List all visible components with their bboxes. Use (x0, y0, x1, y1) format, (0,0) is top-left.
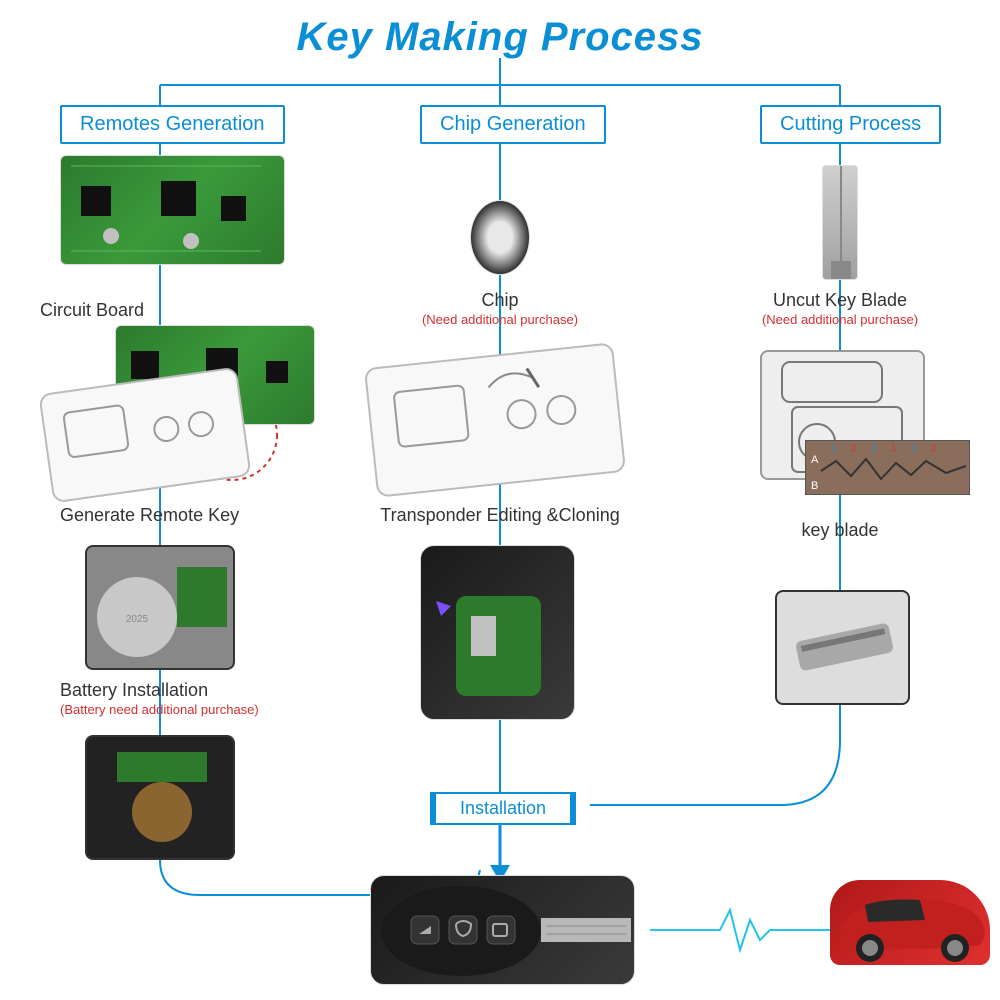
svg-text:2025: 2025 (126, 614, 149, 625)
label-installation: Installation (430, 792, 576, 825)
svg-text:3: 3 (911, 443, 916, 453)
battery-install-photo: 2025 (85, 545, 235, 670)
note-battery: (Battery need additional purchase) (60, 702, 300, 717)
note-chip: (Need additional purchase) (400, 312, 600, 327)
svg-text:2: 2 (871, 443, 876, 453)
transponder-chip-image (470, 200, 530, 275)
label-generate-remote: Generate Remote Key (60, 505, 260, 526)
svg-text:B: B (811, 480, 818, 492)
uncut-blade-image (822, 165, 858, 280)
svg-text:A: A (811, 454, 819, 466)
circuit-board-image-1 (60, 155, 285, 265)
car-image (830, 880, 990, 965)
svg-text:2: 2 (851, 443, 856, 453)
remote-device-outline-2 (364, 342, 626, 497)
header-chip: Chip Generation (420, 105, 606, 144)
key-cut-graph: A B 1 2 2 1 3 2 (805, 440, 970, 495)
header-cutting: Cutting Process (760, 105, 941, 144)
main-title: Key Making Process (0, 15, 1000, 60)
label-chip: Chip (440, 290, 560, 311)
remote-device-outline-1 (38, 367, 251, 504)
cut-blade-photo (775, 590, 910, 705)
assembled-remote-photo (85, 735, 235, 860)
label-transponder: Transponder Editing &Cloning (370, 505, 630, 526)
label-key-blade: key blade (780, 520, 900, 541)
header-remotes: Remotes Generation (60, 105, 285, 144)
label-circuit-board: Circuit Board (40, 300, 160, 321)
svg-text:2: 2 (931, 443, 936, 453)
final-key-image (370, 875, 635, 985)
note-uncut-blade: (Need additional purchase) (740, 312, 940, 327)
label-uncut-blade: Uncut Key Blade (750, 290, 930, 311)
svg-text:1: 1 (831, 443, 836, 453)
key-fob-open-image (420, 545, 575, 720)
svg-text:1: 1 (891, 443, 896, 453)
label-battery: Battery Installation (60, 680, 260, 701)
